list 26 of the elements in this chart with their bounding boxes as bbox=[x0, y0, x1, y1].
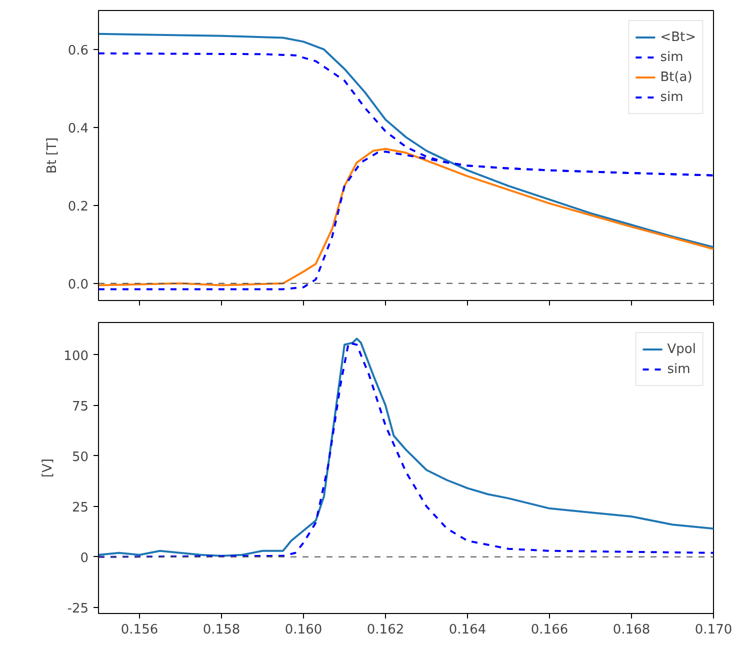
y-tick-label: 0.0 bbox=[68, 277, 89, 292]
legend-label: <Bt> bbox=[660, 30, 696, 44]
legend-label: sim bbox=[667, 362, 690, 376]
x-tick-label: 0.158 bbox=[202, 622, 240, 638]
y-tick-label: 75 bbox=[72, 399, 89, 414]
y-axis-title: Bt [T] bbox=[44, 137, 60, 174]
y-tick-label: 50 bbox=[72, 450, 89, 465]
y-tick-label: -25 bbox=[67, 601, 88, 616]
x-tick-label: 0.164 bbox=[448, 622, 486, 638]
y-tick-label: 25 bbox=[72, 500, 89, 516]
x-tick-label: 0.156 bbox=[120, 622, 158, 638]
legend-label: sim bbox=[660, 50, 684, 64]
legend-label: Bt(a) bbox=[660, 70, 692, 84]
y-tick-label: 0.2 bbox=[68, 199, 89, 214]
x-tick-label: 0.168 bbox=[612, 622, 650, 638]
y-tick-label: 0.6 bbox=[68, 43, 89, 58]
y-axis-title: [V] bbox=[40, 458, 56, 478]
y-tick-label: 0.4 bbox=[68, 121, 89, 136]
x-tick-label: 0.166 bbox=[530, 622, 568, 638]
x-tick-label: 0.170 bbox=[694, 622, 732, 638]
y-tick-label: 0 bbox=[80, 550, 89, 566]
y-tick-label: 100 bbox=[64, 348, 89, 364]
legend-label: Vpol bbox=[667, 342, 696, 356]
x-tick-label: 0.162 bbox=[366, 622, 404, 638]
x-tick-label: 0.160 bbox=[284, 622, 322, 638]
legend-label: sim bbox=[660, 90, 684, 104]
